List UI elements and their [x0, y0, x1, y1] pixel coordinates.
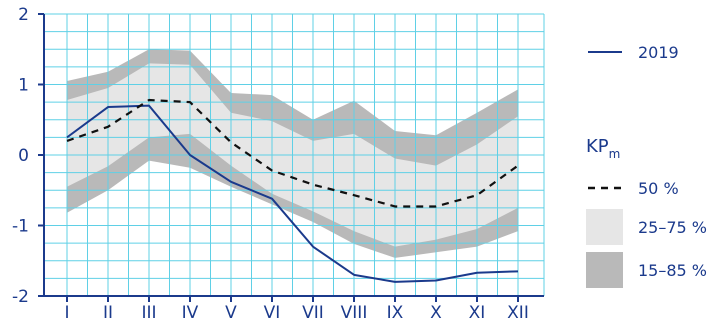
x-tick-label: IV: [182, 303, 199, 322]
y-tick-label: -2: [12, 287, 29, 307]
x-tick-label: X: [430, 303, 442, 322]
y-tick-label: 1: [18, 76, 29, 96]
legend-title: KPm: [586, 136, 620, 161]
legend-label-2019: 2019: [638, 43, 679, 62]
legend-swatch-15-85: [586, 252, 623, 288]
y-tick-label: 0: [18, 146, 29, 166]
x-tick-label: II: [103, 303, 113, 322]
x-tick-label: V: [225, 303, 237, 322]
series-line-2019: [66, 104, 519, 283]
legend-label-25-75: 25–75 %: [638, 218, 707, 237]
x-tick-label: III: [141, 303, 156, 322]
legend-title-subscript: m: [609, 147, 621, 161]
legend-title-main: KP: [586, 136, 609, 157]
x-tick-label: VIII: [341, 303, 368, 322]
x-tick-label: IX: [387, 303, 404, 322]
x-tick-label: VII: [302, 303, 324, 322]
series-line-median: [66, 98, 519, 208]
legend-label-median: 50 %: [638, 179, 679, 198]
y-tick-label: 2: [18, 5, 29, 25]
x-tick-label: I: [64, 303, 69, 322]
x-tick-label: XII: [507, 303, 529, 322]
y-tick-label: -1: [12, 217, 29, 237]
legend-label-15-85: 15–85 %: [638, 261, 707, 280]
x-tick-label: XI: [469, 303, 486, 322]
legend-swatch-25-75: [586, 209, 623, 245]
x-tick-label: VI: [264, 303, 281, 322]
